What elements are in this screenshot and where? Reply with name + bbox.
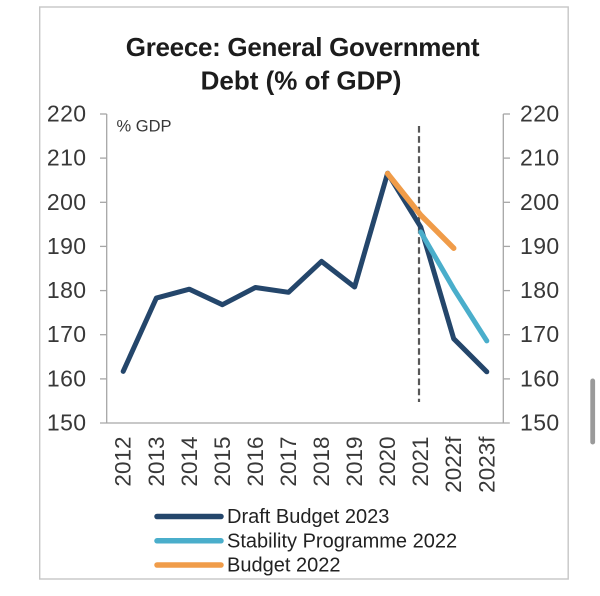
svg-text:2016: 2016 bbox=[243, 437, 268, 487]
svg-text:180: 180 bbox=[520, 277, 560, 303]
svg-text:2012: 2012 bbox=[111, 437, 136, 487]
svg-text:2021: 2021 bbox=[408, 437, 433, 487]
svg-text:200: 200 bbox=[520, 189, 560, 215]
svg-text:150: 150 bbox=[47, 410, 87, 436]
svg-text:200: 200 bbox=[47, 189, 87, 215]
svg-text:2020: 2020 bbox=[375, 437, 400, 487]
svg-text:190: 190 bbox=[47, 233, 87, 259]
svg-text:160: 160 bbox=[520, 365, 560, 391]
svg-text:210: 210 bbox=[520, 145, 560, 171]
svg-text:% GDP: % GDP bbox=[117, 118, 172, 136]
svg-text:170: 170 bbox=[520, 321, 560, 347]
svg-text:220: 220 bbox=[47, 101, 87, 127]
svg-text:2013: 2013 bbox=[144, 437, 169, 487]
svg-text:2018: 2018 bbox=[309, 437, 334, 487]
svg-text:Greece: General Government: Greece: General Government bbox=[126, 32, 480, 62]
svg-text:2015: 2015 bbox=[210, 437, 235, 487]
svg-text:2023f: 2023f bbox=[474, 436, 499, 493]
svg-text:210: 210 bbox=[47, 145, 87, 171]
svg-text:Stability Programme 2022: Stability Programme 2022 bbox=[227, 530, 457, 552]
svg-text:160: 160 bbox=[47, 365, 87, 391]
svg-text:190: 190 bbox=[520, 233, 560, 259]
svg-text:150: 150 bbox=[520, 410, 560, 436]
svg-text:Budget 2022: Budget 2022 bbox=[227, 555, 340, 577]
svg-text:2014: 2014 bbox=[177, 437, 202, 487]
svg-text:220: 220 bbox=[520, 101, 560, 127]
svg-text:2019: 2019 bbox=[342, 437, 367, 487]
svg-text:170: 170 bbox=[47, 321, 87, 347]
svg-text:2022f: 2022f bbox=[441, 436, 466, 493]
svg-text:2017: 2017 bbox=[276, 437, 301, 487]
svg-text:180: 180 bbox=[47, 277, 87, 303]
svg-text:Debt (% of GDP): Debt (% of GDP) bbox=[201, 66, 402, 96]
svg-text:Draft Budget 2023: Draft Budget 2023 bbox=[227, 506, 389, 528]
